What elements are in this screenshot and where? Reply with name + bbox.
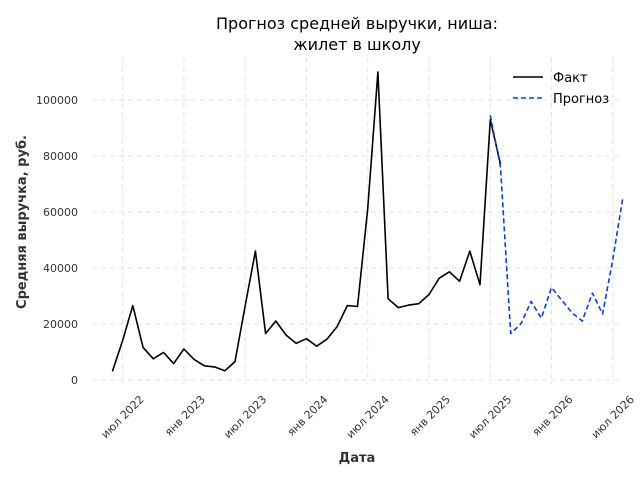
y-tick-label: 40000 — [43, 262, 78, 275]
chart-title-line-1: Прогноз средней выручки, ниша: — [216, 14, 498, 33]
series-line-fact — [111, 71, 502, 372]
x-axis-ticks: июл 2022 янв 2023 июл 2023 янв 2024 июл 2024… — [99, 393, 637, 441]
y-axis-label: Средняя выручка, руб. — [15, 135, 30, 309]
x-tick-label: янв 2023 — [162, 393, 208, 439]
y-tick-label: 100000 — [36, 94, 78, 107]
x-tick-label: янв 2026 — [530, 393, 576, 439]
y-tick-label: 80000 — [43, 150, 78, 163]
y-axis-ticks: 0 20000 40000 60000 80000 100000 — [36, 94, 78, 387]
x-tick-label: июл 2023 — [221, 393, 269, 441]
legend: Факт Прогноз — [513, 71, 609, 107]
y-tick-label: 60000 — [43, 206, 78, 219]
legend-label-forecast: Прогноз — [553, 92, 609, 107]
x-tick-label: июл 2026 — [589, 393, 637, 441]
chart-title-line-2: жилет в школу — [293, 35, 421, 54]
grid-lines — [92, 58, 623, 384]
x-tick-label: янв 2024 — [285, 393, 331, 439]
x-tick-label: янв 2025 — [407, 393, 453, 439]
y-tick-label: 0 — [71, 374, 78, 387]
x-axis-label: Дата — [339, 451, 376, 466]
x-tick-label: июл 2024 — [344, 393, 392, 441]
series-line-forecast — [489, 115, 624, 335]
series-lines — [111, 71, 624, 372]
y-tick-label: 20000 — [43, 318, 78, 331]
x-tick-label: июл 2022 — [99, 393, 147, 441]
legend-label-fact: Факт — [553, 71, 588, 86]
x-tick-label: июл 2025 — [466, 393, 514, 441]
